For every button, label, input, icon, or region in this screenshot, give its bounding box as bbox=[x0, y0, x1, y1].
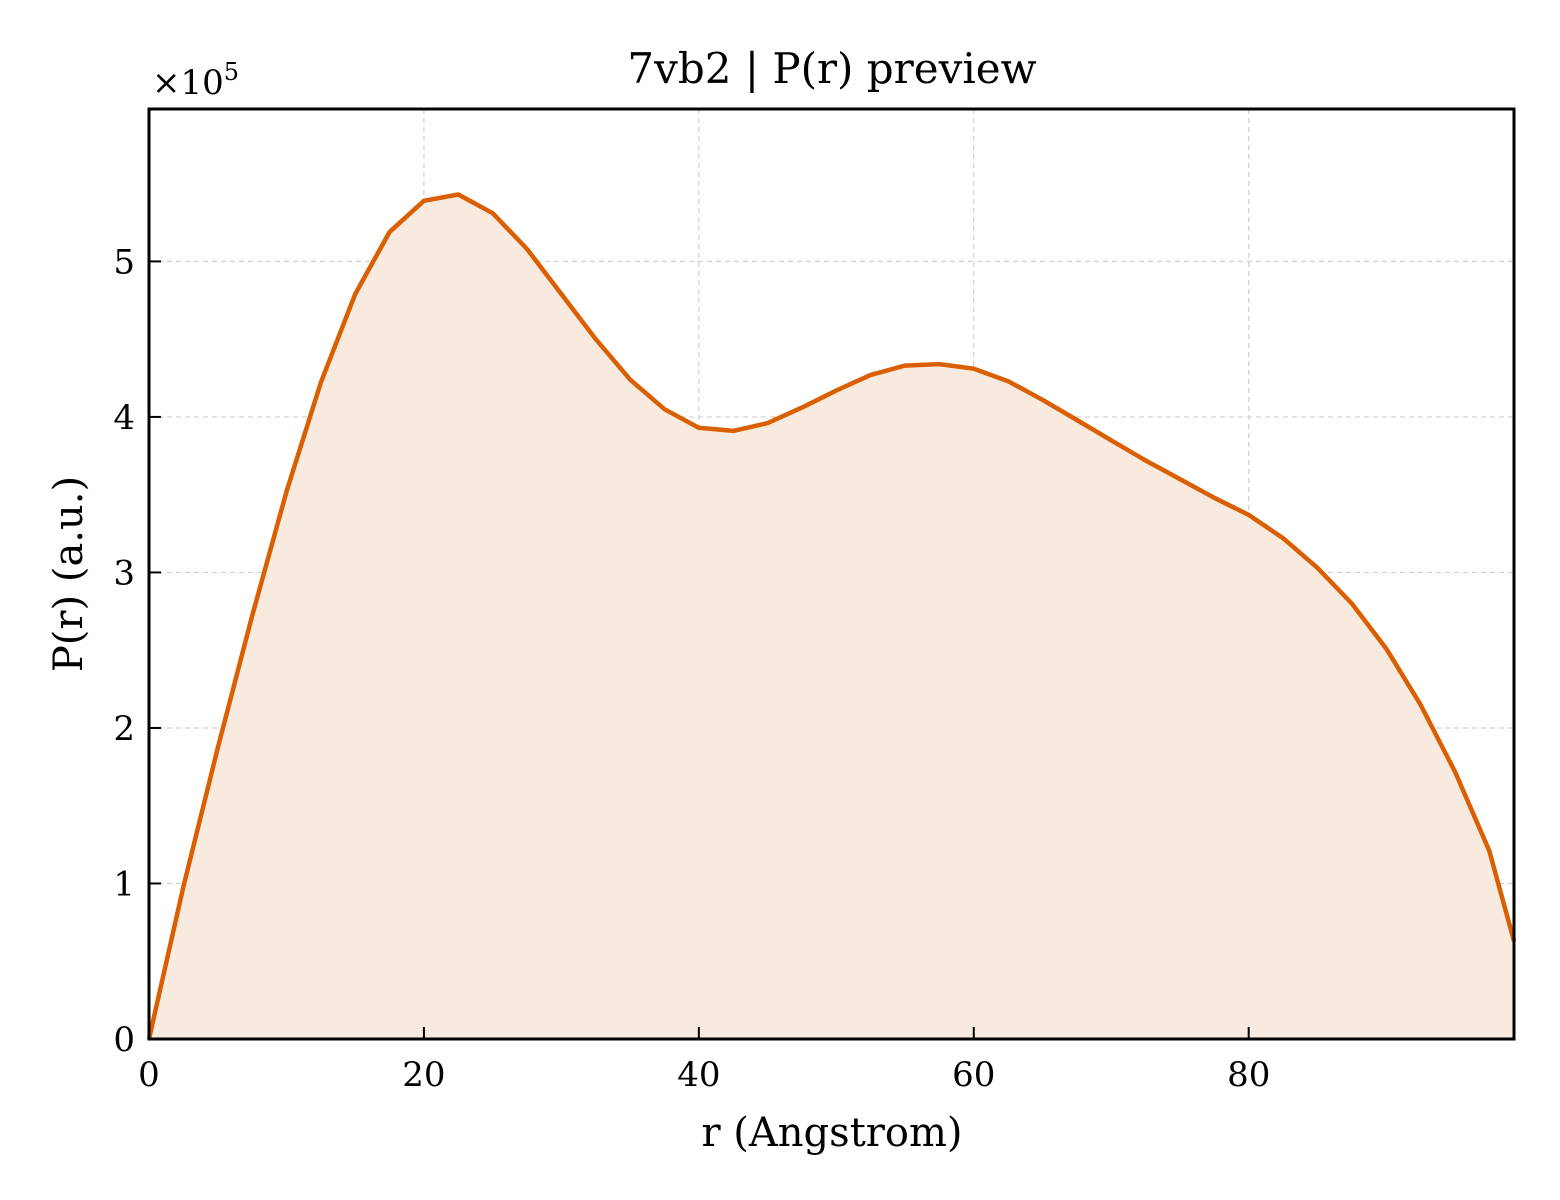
y-scale-multiplier: ×105 bbox=[152, 58, 239, 103]
y-tick-label: 2 bbox=[113, 709, 135, 749]
y-scale-base: ×10 bbox=[152, 63, 224, 103]
y-tick-label: 1 bbox=[113, 864, 135, 904]
y-scale-exponent: 5 bbox=[224, 58, 239, 86]
y-tick-label: 4 bbox=[113, 398, 135, 438]
x-tick-label: 40 bbox=[677, 1055, 720, 1095]
y-axis-label: P(r) (a.u.) bbox=[46, 476, 92, 672]
y-tick-label: 3 bbox=[113, 553, 135, 593]
pr-area-fill bbox=[149, 194, 1514, 1039]
ticks: 0 20 40 60 80 0 1 2 3 4 5 bbox=[113, 242, 1270, 1095]
pr-series-line bbox=[146, 192, 1517, 1040]
x-axis-label: r (Angstrom) bbox=[701, 1110, 962, 1156]
y-tick-label: 5 bbox=[113, 242, 135, 282]
chart-title: 7vb2 | P(r) preview bbox=[627, 44, 1036, 93]
plot-frame bbox=[147, 107, 1516, 1041]
x-tick-label: 60 bbox=[952, 1055, 995, 1095]
x-tick-label: 20 bbox=[402, 1055, 445, 1095]
y-tick-label: 0 bbox=[113, 1020, 135, 1060]
x-tick-label: 80 bbox=[1227, 1055, 1270, 1095]
x-tick-label: 0 bbox=[138, 1055, 160, 1095]
